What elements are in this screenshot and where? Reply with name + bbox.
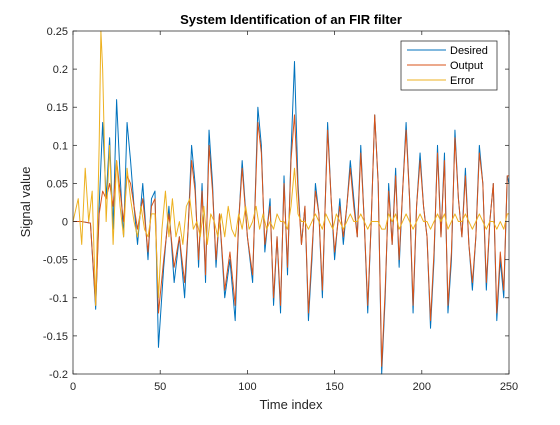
series-line-error xyxy=(72,30,509,306)
series-layer xyxy=(72,30,510,375)
x-tick-layer: 0 50 100 150 200 250 xyxy=(70,31,518,393)
y-tick-layer: -0.2 -0.15 -0.1 -0.05 0 0.05 0.1 0.15 0.2 0.25 xyxy=(43,26,509,381)
y-tick-label: -0.2 xyxy=(49,369,68,381)
axes-box xyxy=(72,30,510,375)
x-axis-label: Time index xyxy=(259,397,323,412)
y-tick-label: 0.1 xyxy=(53,140,68,152)
y-tick-label: 0.2 xyxy=(53,64,68,76)
legend-label-output: Output xyxy=(450,60,483,72)
x-tick-label: 200 xyxy=(413,381,431,393)
series-line-desired xyxy=(73,60,510,375)
series-line-output xyxy=(73,114,509,367)
legend: Desired Output Error xyxy=(400,40,498,91)
x-tick-label: 100 xyxy=(238,381,256,393)
x-tick-label: 150 xyxy=(325,381,343,393)
x-tick-label: 250 xyxy=(500,381,518,393)
y-tick-label: 0 xyxy=(62,217,68,229)
y-tick-label: -0.15 xyxy=(43,331,68,343)
x-tick-label: 50 xyxy=(154,381,166,393)
x-tick-label: 0 xyxy=(70,381,76,393)
legend-label-error: Error xyxy=(450,75,475,87)
y-axis-label: Signal value xyxy=(18,167,33,238)
legend-items: Desired Output Error xyxy=(407,45,488,87)
y-tick-label: -0.1 xyxy=(49,293,68,305)
chart-title: System Identification of an FIR filter xyxy=(180,12,402,27)
legend-label-desired: Desired xyxy=(450,45,488,57)
y-tick-label: 0.25 xyxy=(47,26,68,38)
y-tick-label: 0.15 xyxy=(47,102,68,114)
y-tick-label: 0.05 xyxy=(47,178,68,190)
y-tick-label: -0.05 xyxy=(43,255,68,267)
